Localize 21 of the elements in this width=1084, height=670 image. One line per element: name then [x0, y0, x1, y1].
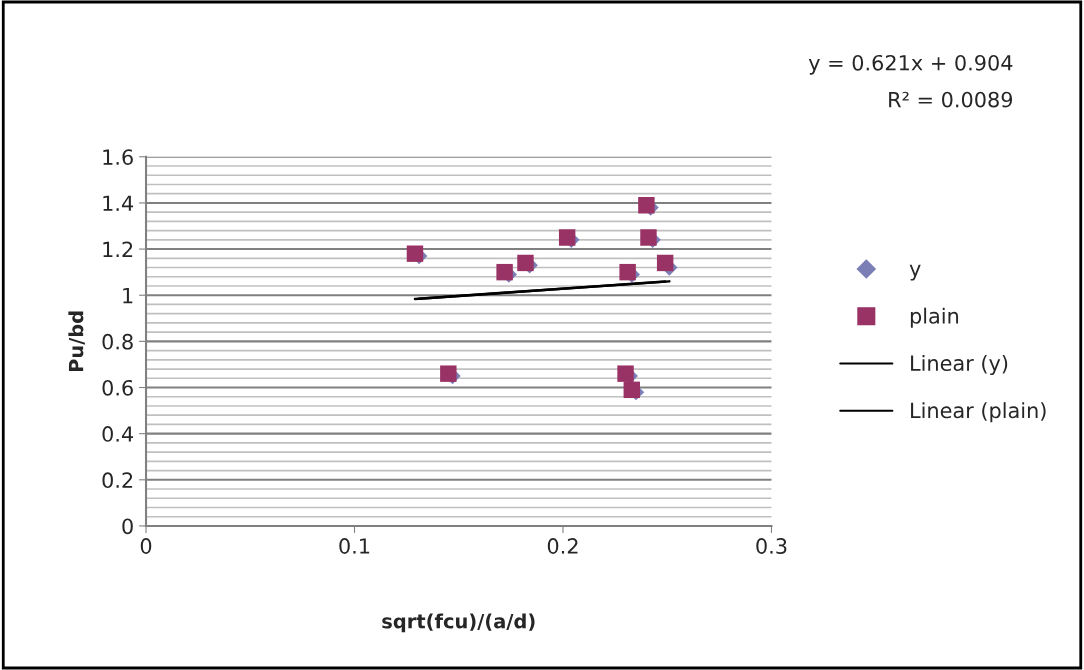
y-tick-label: 0.4 — [102, 426, 134, 442]
y-tick-label: 0 — [122, 518, 133, 535]
y-tick-label: 0.6 — [102, 379, 133, 396]
x-tick-label: 0.3 — [756, 538, 787, 554]
legend-label: Linear (y) — [911, 354, 1008, 376]
legend-label: plain — [910, 307, 959, 328]
text: R² = 0.0089 — [889, 91, 1013, 108]
y-axis-title: Pu/bd — [68, 311, 85, 372]
x-axis-title: sqrt(fcu)/(a/d) — [382, 613, 535, 633]
y-tick-label: 0.8 — [102, 333, 133, 350]
y-tick-label: 1.2 — [103, 241, 133, 257]
text: y = 0.621x + 0.904 — [808, 54, 1013, 75]
y-tick-label: 1.4 — [103, 195, 134, 211]
x-tick-label: 0.2 — [547, 538, 578, 554]
y-tick-label: 1 — [123, 287, 133, 304]
y-tick-label: 1.6 — [103, 149, 133, 165]
legend-label: y — [909, 264, 921, 281]
x-tick-label: 0.1 — [339, 538, 370, 554]
y-tick-label: 0.2 — [102, 472, 133, 489]
legend-label: Linear (plain) — [911, 402, 1046, 423]
x-tick-label: 0 — [140, 538, 152, 554]
